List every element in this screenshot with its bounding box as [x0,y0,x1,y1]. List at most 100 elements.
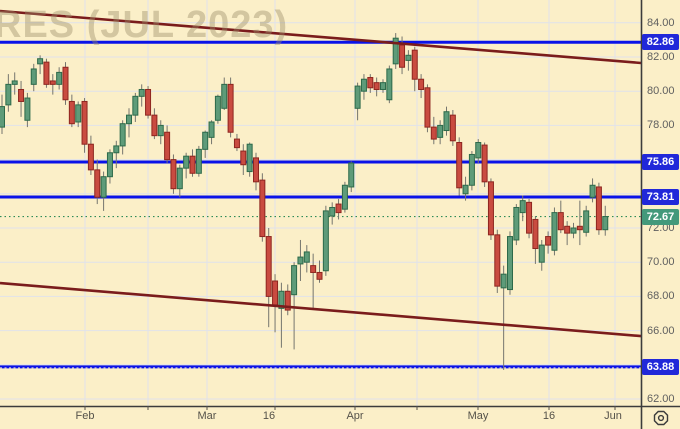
candle-down [456,142,463,189]
price-label: 84.00 [647,16,675,29]
candle-up [75,104,82,123]
candle-up [348,162,355,188]
candle-up [246,143,253,173]
trend-line-upper-channel[interactable] [0,9,642,65]
candle-up [443,111,450,132]
time-label: 16 [262,410,276,422]
candle-up [500,273,507,289]
candle-down [316,271,323,280]
candle-down [233,138,240,149]
candle-down [411,49,418,80]
candle-down [49,80,56,85]
time-label: Jun [604,410,622,422]
candle-down [576,225,583,231]
candle-up [583,210,590,233]
candle-up [113,145,120,154]
candle-down [43,61,50,85]
candle-up [132,95,139,116]
candle-up [322,210,329,272]
candle-up [360,78,367,92]
candle-down [595,186,602,231]
candle-down [481,144,488,183]
price-label: 66.00 [647,324,675,337]
candle-up [5,83,12,106]
candle-up [380,82,386,90]
candle-down [526,201,533,234]
candle-up [11,80,18,85]
candles-group [0,33,609,370]
candle-up [354,85,361,109]
candle-up [437,124,444,138]
price-label: 78.00 [647,119,675,132]
candle-up [37,58,44,65]
candle-up [24,97,31,121]
candle-up [221,83,228,109]
candle-down [545,236,552,246]
candle-up [0,106,5,128]
candle-up [570,227,577,234]
time-label: Apr [346,410,364,422]
price-level-badge: 73.81 [642,189,679,206]
price-label: 80.00 [647,85,675,98]
candle-down [151,114,158,137]
candle-down [94,169,101,198]
candle-down [284,290,291,311]
candle-down [557,212,564,231]
price-label: 68.00 [647,290,675,303]
candle-down [335,203,342,214]
candle-up [157,124,164,137]
candle-up [183,155,190,169]
candle-up [386,68,393,101]
candle-down [564,225,571,234]
candle-up [538,244,545,263]
time-label: Mar [197,410,217,422]
candle-down [227,83,234,133]
candle-up [100,176,107,198]
candle-up [297,256,304,265]
candle-down [164,131,171,161]
price-label: 70.00 [647,256,675,269]
candle-up [392,37,399,65]
candle-down [240,150,247,166]
candle-down [449,114,456,142]
candle-down [532,218,539,250]
candle-up [475,142,482,159]
candle-down [367,77,374,89]
candle-up [341,184,348,210]
time-label: Feb [75,410,95,422]
candle-up [278,290,285,309]
candle-up [119,123,126,147]
candle-up [126,114,132,125]
price-level-badge: 63.88 [642,358,679,375]
candle-up [468,153,475,186]
candle-up [176,167,183,190]
candle-down [487,181,494,236]
candle-up [214,95,221,121]
candle-up [303,251,310,263]
candle-down [253,157,259,183]
candle-up [202,131,209,150]
price-label: 82.00 [647,51,675,63]
price-level-badge: 82.86 [642,34,679,51]
candle-down [399,44,406,68]
candle-down [272,280,279,306]
time-label: May [467,410,489,422]
axis-settings-button[interactable] [642,407,680,429]
candle-up [138,88,145,97]
candle-down [81,100,88,145]
candle-down [373,82,380,90]
candle-up [507,236,513,291]
candle-down [494,234,501,287]
candle-down [189,155,196,174]
candle-up [291,265,298,296]
time-label: 16 [542,410,556,422]
trend-line-lower-channel[interactable] [0,281,642,338]
price-level-badge: 75.86 [642,153,679,170]
candle-up [195,148,202,174]
candle-up [602,216,609,231]
candle-up [405,54,412,61]
current-price-badge: 72.67 [642,208,679,225]
candle-up [329,206,336,217]
